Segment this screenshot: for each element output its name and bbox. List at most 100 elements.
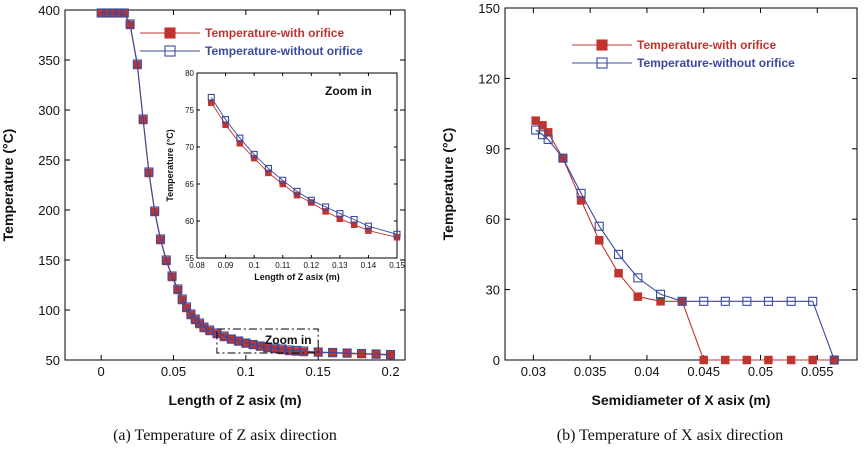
marker-without-orifice [108,8,118,18]
y-tick-label: 90 [486,142,500,157]
x-tick-label: 0.13 [332,261,348,270]
marker-without-orifice [234,336,244,346]
marker-without-orifice [808,296,818,306]
marker-without-orifice [299,346,309,356]
zoom-box-label: Zoom in [265,333,312,347]
marker-with-orifice [350,221,358,228]
y-tick-label: 0 [493,353,500,368]
marker-without-orifice [699,296,709,306]
marker-with-orifice [656,297,665,306]
marker-with-orifice [336,215,344,223]
y-tick-label: 150 [38,253,60,268]
marker-without-orifice [119,8,129,18]
marker-with-orifice [365,227,372,234]
marker-without-orifice [576,188,586,198]
marker-without-orifice [613,249,624,259]
legend-marker-with-orifice [164,27,176,39]
x-tick-label: 0.05 [748,364,773,379]
marker-without-orifice [742,296,752,306]
marker-without-orifice [763,296,773,306]
marker-without-orifice [113,8,124,18]
marker-without-orifice [132,59,142,69]
y-tick-label: 30 [486,283,500,298]
marker-without-orifice [155,234,166,244]
marker-without-orifice [263,342,273,352]
marker-without-orifice [161,255,171,265]
marker-with-orifice [236,140,244,147]
chart-panel-a: 0 0.05 0.1 0.15 0.2 50 100 150 200 250 300 350 400 Le… [0,3,406,408]
marker-with-orifice [279,180,286,188]
marker-with-orifice [742,355,752,365]
inset-zoom-label: Zoom in [325,84,372,98]
marker-with-orifice [222,121,229,129]
marker-without-orifice [279,176,287,184]
x-tick-label: 0.05 [161,364,186,379]
legend-label: Temperature-with orifice [637,38,776,52]
series-line-1 [535,120,835,361]
plot-frame [64,9,406,361]
marker-without-orifice [150,206,160,216]
marker-without-orifice [385,349,396,360]
marker-without-orifice [786,296,796,306]
marker-without-orifice [167,271,177,281]
plot-frame [504,7,858,361]
marker-with-orifice [322,208,329,215]
marker-without-orifice [138,114,148,124]
y-tick-label: 120 [478,71,500,86]
marker-with-orifice [531,116,540,125]
marker-with-orifice [808,355,817,365]
marker-without-orifice [96,8,106,18]
legend-label: Temperature-without orifice [205,44,363,58]
marker-without-orifice [219,331,229,341]
y-axis-title: Temperature (°C) [440,128,456,241]
marker-without-orifice [364,222,372,230]
marker-without-orifice [144,167,154,177]
x-tick-label: 0.09 [218,261,234,270]
marker-without-orifice [350,215,358,224]
series-line-2 [210,97,398,235]
marker-with-orifice [699,355,708,365]
marker-without-orifice [284,345,294,355]
series-line-2 [535,129,835,361]
x-tick-label: 0.1 [249,261,261,270]
y-tick-label: 250 [38,153,60,168]
x-axis-title: Length of Z asix (m) [254,272,340,282]
marker-without-orifice [250,150,258,158]
marker-without-orifice [102,8,112,18]
marker-without-orifice [207,93,215,101]
marker-with-orifice [764,355,773,365]
marker-without-orifice [248,339,258,350]
marker-without-orifice [264,164,272,173]
marker-without-orifice [125,19,135,29]
y-tick-label: 200 [38,203,60,218]
marker-without-orifice [720,296,730,306]
chart-panel-inset: 0.08 0.09 0.1 0.11 0.12 0.13 0.14 0.15 55 60 65 70 7… [165,69,405,282]
legend-label: Temperature-with orifice [205,26,344,40]
marker-with-orifice [265,169,272,177]
marker-without-orifice [677,296,687,306]
y-axis-title: Temperature (°C) [0,129,16,242]
marker-without-orifice [543,134,553,144]
marker-without-orifice [313,347,323,357]
marker-without-orifice [594,221,604,231]
x-tick-label: 0.1 [237,364,255,379]
x-tick-label: 0.04 [634,364,659,379]
marker-without-orifice [322,203,330,211]
x-tick-label: 0 [98,364,105,379]
y-tick-label: 300 [38,103,60,118]
x-tick-label: 0.14 [361,261,377,270]
x-tick-label: 0.045 [687,364,720,379]
legend-marker-without-orifice [164,45,176,57]
marker-without-orifice [255,341,265,351]
marker-with-orifice [594,236,604,245]
y-tick-label: 80 [185,69,194,78]
legend-label: Temperature-without orifice [637,56,795,70]
y-axis-title: Temperature (°C) [165,129,175,201]
marker-without-orifice [328,347,338,358]
marker-without-orifice [236,134,244,142]
marker-without-orifice [357,348,367,359]
marker-without-orifice [537,130,548,140]
x-tick-label: 0.11 [275,261,291,270]
marker-with-orifice [250,154,258,162]
